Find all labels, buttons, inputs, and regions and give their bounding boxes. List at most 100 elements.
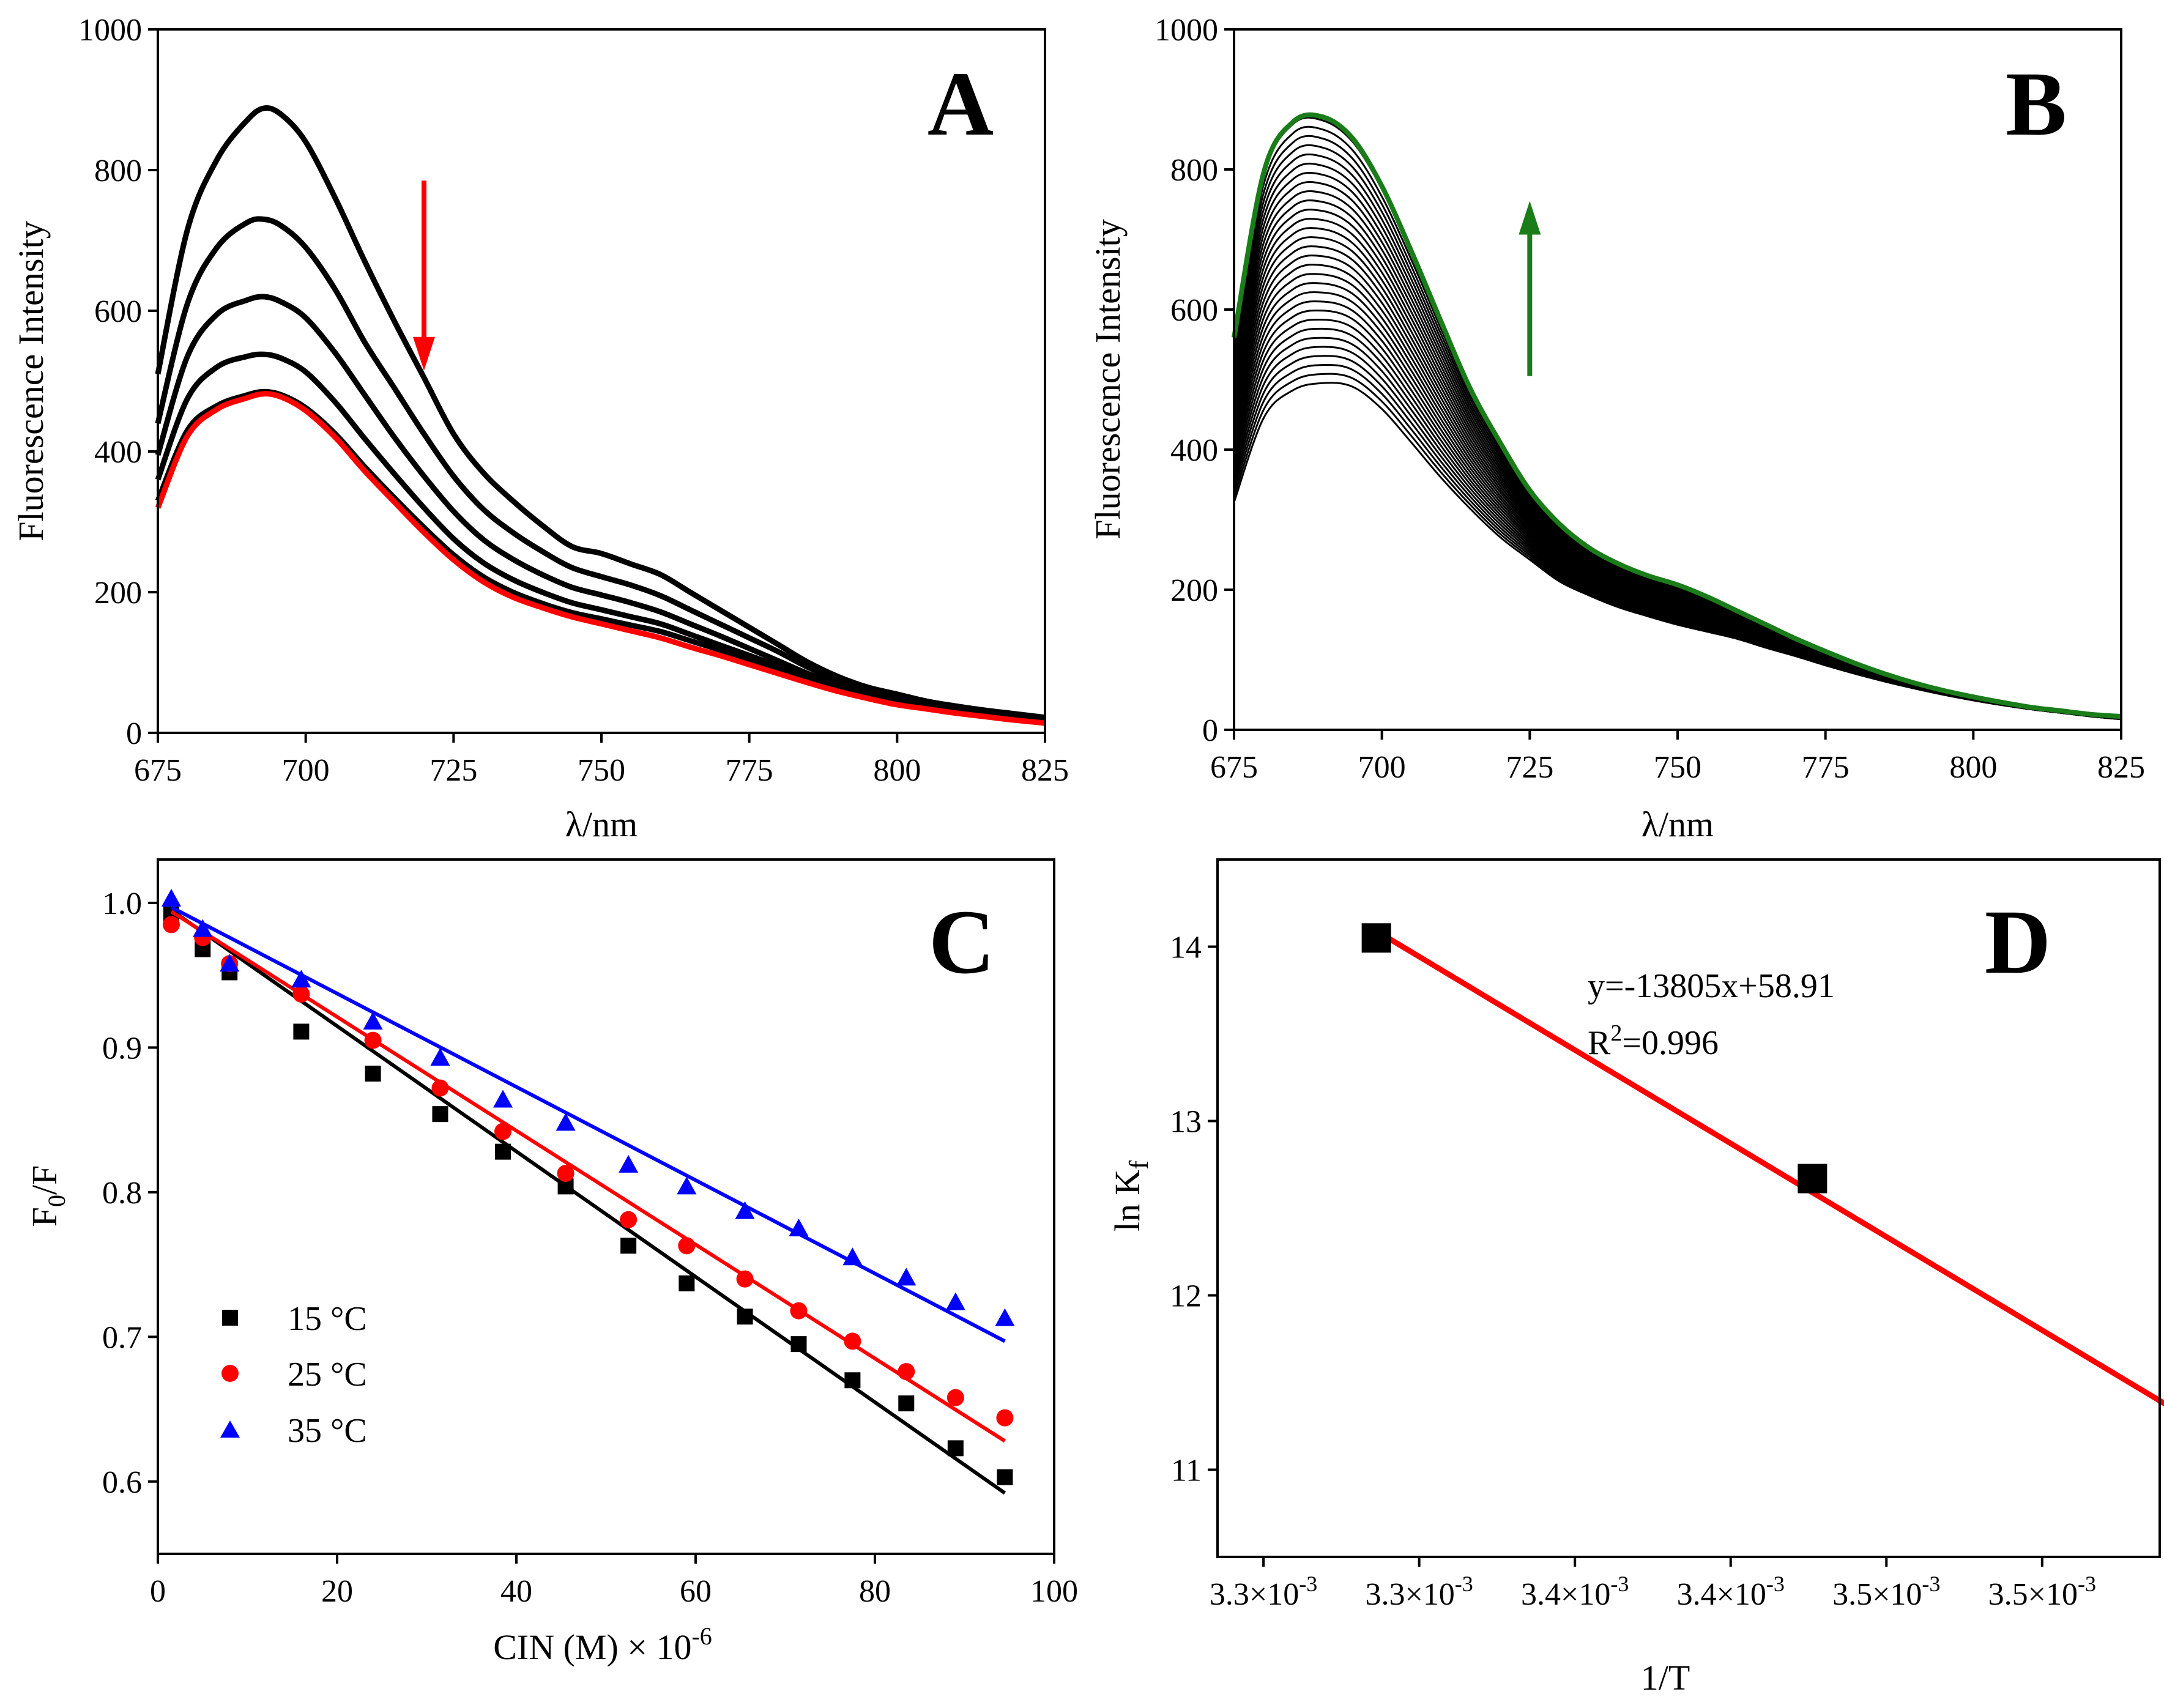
panel-a-y-tick-label: 400 <box>94 435 142 470</box>
panel-b: 0 200 400 600 800 1000 675 700 725 750 775 800 825 B… <box>1088 13 2145 844</box>
panel-b-family-curve <box>1233 218 2122 719</box>
panel-c-fit-line <box>170 905 1006 1343</box>
panel-b-family-curve <box>1233 236 2122 719</box>
panel-c-point <box>736 1270 754 1288</box>
panel-d-point <box>1798 1164 1828 1194</box>
panel-b-family-curve <box>1233 116 2122 718</box>
panel-c-point <box>220 954 240 972</box>
panel-a-x-tick-label: 700 <box>282 753 330 788</box>
panel-a-x-tick-label: 675 <box>134 753 182 788</box>
panel-a-y-tick-label: 200 <box>94 576 142 611</box>
panel-c-y-tick-label: 0.7 <box>102 1320 142 1355</box>
legend-marker-25c <box>221 1365 239 1382</box>
panel-c-point <box>365 1065 381 1082</box>
legend-marker-35c <box>220 1420 240 1438</box>
panel-b-family-curve <box>1233 135 2122 719</box>
panel-d-y-axis-label: ln Kf <box>1107 1160 1154 1232</box>
panel-c-point <box>162 916 180 934</box>
panel-d-y-tick-label: 13 <box>1170 1105 1202 1140</box>
panel-c-point <box>678 1237 696 1255</box>
panel-b-x-tick-label: 775 <box>1802 750 1850 785</box>
panel-c-point <box>996 1409 1014 1427</box>
panel-b-family-curve <box>1233 373 2122 721</box>
panel-a-arrow-head <box>413 336 435 371</box>
panel-a-ticks: 0 200 400 600 800 1000 675 700 725 750 775 800 825 <box>78 13 1069 788</box>
panel-c-x-tick-label: 100 <box>1030 1574 1078 1609</box>
panel-d-x-axis-label: 1/T <box>1641 1658 1690 1698</box>
panel-c-point <box>292 985 310 1003</box>
panel-b-curve-final <box>1232 112 2122 719</box>
panel-c-ticks: 0.6 0.7 0.8 0.9 1.0 0 20 40 60 80 100 <box>102 886 1078 1609</box>
panel-c-point <box>493 1090 513 1108</box>
panel-c-point <box>432 1106 448 1123</box>
panel-c-point <box>431 1079 449 1097</box>
panel-b-y-tick-label: 400 <box>1170 433 1218 468</box>
panel-b-family-curve <box>1233 162 2122 719</box>
panel-c-point <box>946 1389 964 1406</box>
panel-b-family-curve <box>1233 245 2122 719</box>
panel-b-x-tick-label: 750 <box>1654 750 1701 785</box>
panel-d-y-tick-label: 11 <box>1171 1454 1202 1488</box>
panel-c-y-axis-label: F0/F <box>24 1165 70 1227</box>
panel-d-r-squared: R2=0.996 <box>1588 1020 1719 1062</box>
panel-d-x-tick-label: 3.3×10-3 <box>1210 1572 1317 1612</box>
panel-c-fit-line <box>170 910 1006 1443</box>
panel-b-x-tick-label: 725 <box>1506 750 1553 785</box>
panel-b-x-tick-label: 675 <box>1210 750 1258 785</box>
panel-c-x-axis-label: CIN (M) × 10-6 <box>493 1622 712 1667</box>
panel-b-ticks: 0 200 400 600 800 1000 675 700 725 750 775 800 825 <box>1155 13 2145 785</box>
panel-b-y-tick-label: 200 <box>1170 573 1218 608</box>
panel-c-y-tick-label: 0.9 <box>102 1031 142 1066</box>
panel-c-point <box>495 1143 511 1160</box>
panel-a-y-tick-label: 600 <box>94 294 142 329</box>
panel-b-family-curve <box>1233 144 2122 719</box>
panel-c-point <box>844 1332 861 1350</box>
panel-a: 0 200 400 600 800 1000 675 700 725 750 775 800 825 A… <box>11 13 1069 844</box>
panel-c-point <box>898 1395 915 1412</box>
panel-b-y-tick-label: 800 <box>1170 153 1218 188</box>
panel-d-y-tick-label: 14 <box>1170 930 1202 965</box>
panel-d-frame <box>1216 858 2161 1558</box>
panel-c: 0.6 0.7 0.8 0.9 1.0 0 20 40 60 80 100 C CIN (M) × … <box>24 858 1078 1667</box>
panel-a-curve-final <box>155 391 1046 726</box>
panel-c-point <box>737 1309 753 1325</box>
panel-b-family-curve <box>1233 181 2122 719</box>
legend-label-25c: 25 °C <box>288 1356 367 1394</box>
panel-d: 11 12 13 14 3.3×10-3 3.3×10-3 3.4×10-3 3.4×10-3… <box>1107 858 2164 1698</box>
panel-b-family-curve <box>1233 355 2122 720</box>
panel-c-point <box>193 919 213 937</box>
panel-c-point <box>620 1211 638 1228</box>
panel-b-family-curve <box>1233 190 2122 719</box>
panel-c-point <box>844 1372 861 1389</box>
panel-b-label: B <box>2006 53 2067 155</box>
legend-label-35c: 35 °C <box>288 1412 367 1450</box>
panel-c-point <box>291 970 311 988</box>
panel-c-point <box>161 888 181 907</box>
panel-c-point <box>898 1363 915 1381</box>
panel-c-legend: 15 °C 25 °C 35 °C <box>220 1300 367 1450</box>
panel-b-family-curve <box>1233 363 2122 721</box>
panel-d-x-tick-label: 3.5×10-3 <box>1988 1572 2096 1612</box>
panel-c-point <box>557 1165 574 1183</box>
panel-b-family-curve <box>1233 199 2122 719</box>
panel-d-equation: y=-13805x+58.91 <box>1588 967 1835 1005</box>
panel-d-label: D <box>1985 891 2051 993</box>
panel-b-y-tick-label: 600 <box>1170 293 1218 328</box>
panel-a-curve-4 <box>155 351 1046 724</box>
panel-c-x-tick-label: 40 <box>500 1574 532 1609</box>
panel-c-point <box>790 1336 807 1353</box>
panel-c-point <box>363 1011 383 1030</box>
panel-a-label: A <box>928 53 994 155</box>
panel-b-family-curve <box>1233 153 2122 719</box>
panel-a-curves <box>155 105 1046 726</box>
panel-c-x-tick-label: 0 <box>150 1574 166 1609</box>
panel-a-x-tick-label: 750 <box>578 753 625 788</box>
panel-c-point <box>995 1308 1015 1326</box>
panel-a-y-tick-label: 1000 <box>78 13 142 48</box>
panel-c-point <box>620 1238 637 1254</box>
panel-d-x-tick-label: 3.5×10-3 <box>1832 1572 1940 1612</box>
panel-b-x-tick-label: 700 <box>1358 750 1406 785</box>
panel-a-y-tick-label: 0 <box>126 716 142 751</box>
panel-a-x-axis-label: λ/nm <box>565 804 638 844</box>
